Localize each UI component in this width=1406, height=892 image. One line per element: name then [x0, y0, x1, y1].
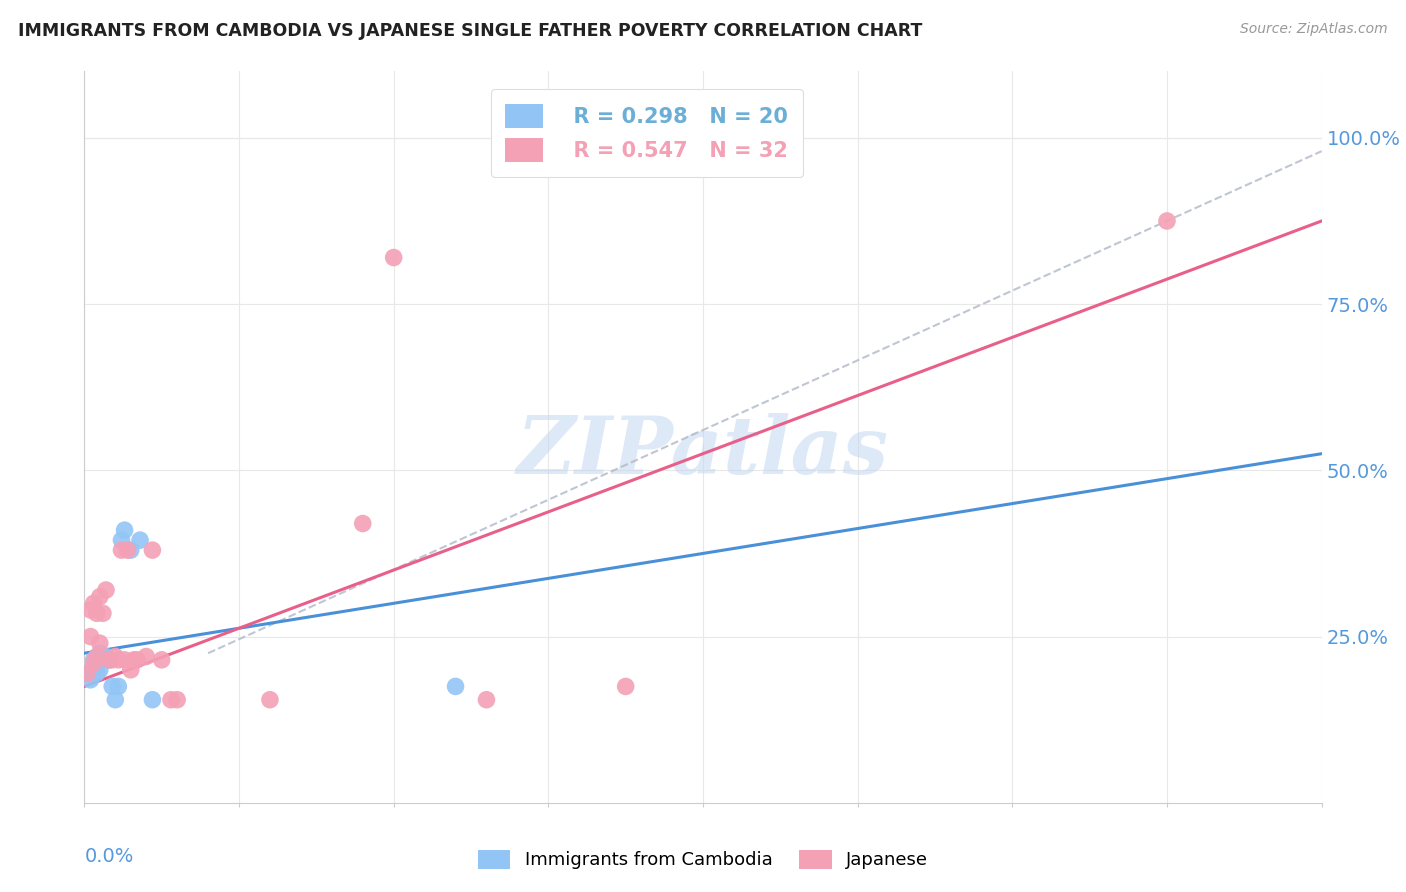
- Point: [91, 653, 114, 667]
- Point: [120, 543, 142, 558]
- Point: [259, 692, 281, 706]
- Point: [125, 653, 148, 667]
- Point: [104, 692, 127, 706]
- Text: ZIPatlas: ZIPatlas: [517, 413, 889, 491]
- Point: [94, 649, 117, 664]
- Point: [107, 653, 129, 667]
- Point: [89, 590, 111, 604]
- Point: [141, 692, 163, 706]
- Point: [83, 656, 105, 670]
- Text: Source: ZipAtlas.com: Source: ZipAtlas.com: [1240, 22, 1388, 37]
- Point: [141, 543, 163, 558]
- Point: [104, 649, 127, 664]
- Point: [79, 673, 101, 687]
- Point: [107, 680, 129, 694]
- Point: [117, 543, 139, 558]
- Legend: Immigrants from Cambodia, Japanese: Immigrants from Cambodia, Japanese: [468, 840, 938, 879]
- Point: [150, 653, 173, 667]
- Point: [101, 680, 124, 694]
- Point: [94, 582, 117, 597]
- Point: [86, 649, 108, 664]
- Text: IMMIGRANTS FROM CAMBODIA VS JAPANESE SINGLE FATHER POVERTY CORRELATION CHART: IMMIGRANTS FROM CAMBODIA VS JAPANESE SIN…: [18, 22, 922, 40]
- Point: [475, 692, 498, 706]
- Point: [382, 251, 405, 265]
- Point: [91, 607, 114, 621]
- Point: [76, 666, 98, 681]
- Point: [83, 653, 105, 667]
- Point: [86, 656, 108, 670]
- Point: [160, 692, 183, 706]
- Point: [110, 543, 132, 558]
- Point: [83, 663, 105, 677]
- Point: [135, 649, 157, 664]
- Point: [122, 653, 145, 667]
- Point: [89, 636, 111, 650]
- Legend:   R = 0.298   N = 20,   R = 0.547   N = 32: R = 0.298 N = 20, R = 0.547 N = 32: [491, 89, 803, 177]
- Point: [1156, 214, 1178, 228]
- Point: [614, 680, 637, 694]
- Point: [101, 653, 124, 667]
- Point: [114, 653, 136, 667]
- Point: [352, 516, 374, 531]
- Point: [89, 663, 111, 677]
- Point: [79, 630, 101, 644]
- Text: 0.0%: 0.0%: [84, 847, 134, 866]
- Point: [444, 680, 467, 694]
- Point: [98, 653, 121, 667]
- Point: [89, 646, 111, 660]
- Point: [86, 666, 108, 681]
- Point: [98, 653, 121, 667]
- Point: [83, 596, 105, 610]
- Point: [129, 533, 152, 548]
- Point: [166, 692, 188, 706]
- Point: [114, 523, 136, 537]
- Point: [76, 666, 98, 681]
- Point: [79, 603, 101, 617]
- Point: [86, 607, 108, 621]
- Point: [110, 533, 132, 548]
- Point: [120, 663, 142, 677]
